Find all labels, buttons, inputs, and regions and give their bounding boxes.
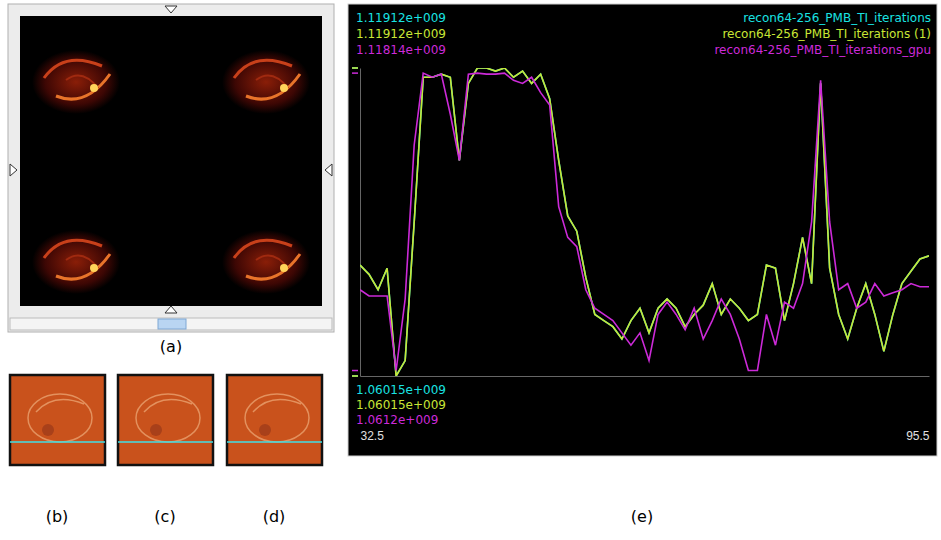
heart-body: [32, 230, 120, 294]
x-tick-label: 95.5: [906, 429, 930, 443]
heart-hotspot: [90, 264, 98, 272]
reconstruction-image: [32, 50, 120, 114]
viewer-window: [8, 4, 334, 332]
image-frame: [118, 375, 213, 465]
plot-background: [348, 4, 937, 456]
legend-entry: recon64-256_PMB_TI_iterations: [743, 11, 931, 25]
min-label: 1.06015e+009: [356, 383, 446, 397]
panel-a: [8, 4, 334, 332]
viewer-marker: [325, 164, 332, 176]
legend-entry: recon64-256_PMB_TI_iterations_gpu: [714, 43, 931, 57]
heart-outline: [28, 394, 92, 442]
image-frame: [10, 375, 105, 465]
y-axis: [360, 69, 361, 377]
heart-body: [222, 50, 310, 114]
scrollbar-thumb: [158, 319, 186, 329]
max-label: 1.11912e+009: [356, 27, 446, 41]
heart-hotspot: [90, 84, 98, 92]
heart-cavity: [42, 424, 54, 436]
max-mark: [352, 67, 358, 69]
panel-label: (c): [154, 507, 175, 526]
panel-e: 32.595.51.11912e+0091.06015e+0091.11912e…: [348, 4, 937, 456]
heart-outline: [245, 394, 309, 442]
profile-image: [118, 375, 213, 465]
max-label: 1.11814e+009: [356, 43, 446, 57]
heart-outline: [144, 400, 192, 413]
range-marks: [352, 68, 358, 376]
max-mark: [352, 67, 358, 69]
min-mark: [352, 370, 358, 372]
heart-outline: [36, 400, 84, 413]
max-label: 1.11912e+009: [356, 11, 446, 25]
range-labels: 1.11912e+009 1.06015e+009 1.11912e+009 1.06…: [356, 11, 446, 427]
heart-body: [222, 230, 310, 294]
legend-entry: recon64-256_PMB_TI_iterations (1): [722, 27, 931, 41]
heart-wall: [246, 74, 300, 99]
panel-label: (b): [46, 507, 69, 526]
figure: (a) (b) (c) (d) (e) 32.5 95.5 1.11912e+009 1.060…: [0, 0, 941, 540]
viewer-canvas: [20, 16, 322, 306]
max-mark: [352, 72, 358, 74]
image-frame: [227, 375, 322, 465]
profile-line: [118, 441, 213, 443]
heart-outline: [253, 400, 301, 413]
viewer-marker: [165, 6, 177, 13]
heart-body: [32, 50, 120, 114]
profile-line: [10, 441, 105, 443]
heart-cavity: [150, 424, 162, 436]
x-axis-line: [361, 376, 930, 377]
y-axis-line: [360, 69, 361, 377]
reconstruction-image: [222, 50, 310, 114]
viewer-marker: [165, 306, 177, 313]
profile-line: [360, 68, 929, 376]
reconstruction-image: [222, 230, 310, 294]
heart-hotspot: [280, 84, 288, 92]
reconstruction-image: [32, 230, 120, 294]
profile-line: [360, 73, 929, 370]
min-label: 1.0612e+009: [356, 413, 438, 427]
min-mark: [352, 375, 358, 377]
profile-image: [227, 375, 322, 465]
x-tick: 95.5: [906, 376, 930, 443]
lines: [360, 68, 929, 376]
legend: recon64-256_PMB_TI_iterations recon64-256…: [714, 11, 931, 57]
heart-hotspot: [280, 264, 288, 272]
min-mark: [352, 375, 358, 377]
profile-line: [227, 441, 322, 443]
heart-wall: [56, 254, 110, 279]
profile-line: [360, 68, 929, 376]
heart-wall: [246, 254, 300, 279]
panel-label: (a): [160, 337, 182, 356]
panel-label: (e): [631, 507, 653, 526]
panel-label: (d): [263, 507, 286, 526]
x-tick-label: 32.5: [361, 429, 385, 443]
heart-outline: [136, 394, 200, 442]
heart-cavity: [259, 424, 271, 436]
viewer-marker: [10, 164, 17, 176]
heart-wall: [56, 74, 110, 99]
min-label: 1.06015e+009: [356, 398, 446, 412]
scrollbar: [10, 318, 332, 330]
profile-image: [10, 375, 105, 465]
